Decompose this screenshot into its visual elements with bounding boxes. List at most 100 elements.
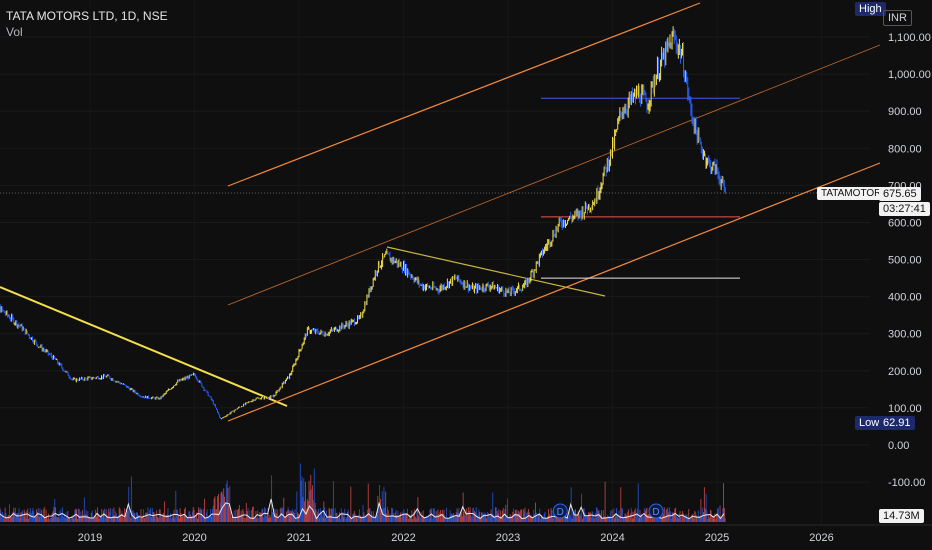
volume-bar (598, 510, 600, 522)
volume-bar (122, 513, 124, 522)
volume-bar (114, 515, 116, 522)
volume-bar (419, 513, 421, 522)
volume-bar (9, 515, 11, 522)
volume-bar (638, 517, 640, 522)
currency-label[interactable]: INR (883, 10, 912, 26)
volume-bar (478, 509, 480, 522)
volume-bar (251, 507, 253, 522)
volume-bar (156, 510, 158, 522)
volume-bar (199, 507, 201, 522)
price-tick-label: 0.00 (888, 440, 909, 452)
volume-bar (603, 516, 605, 522)
time-axis[interactable]: 2019 2020 2021 2022 2023 2024 2025 2026 (0, 524, 932, 544)
volume-bar (705, 493, 707, 522)
volume-bar (90, 517, 91, 522)
volume-bar (648, 513, 650, 522)
channel-upper[interactable] (227, 2, 701, 187)
volume-bar (652, 514, 654, 522)
volume-bar (295, 518, 297, 522)
volume-bar (215, 509, 217, 522)
downtrend-line[interactable] (0, 286, 288, 407)
volume-bar (126, 509, 128, 522)
volume-bar (93, 517, 95, 522)
volume-bar (602, 509, 604, 522)
volume-bar (643, 507, 645, 522)
volume-bar (18, 508, 20, 522)
volume-bar (669, 511, 671, 522)
volume-bar (118, 507, 120, 522)
volume-bar (22, 510, 23, 522)
volume-bar (680, 517, 682, 522)
volume-bar (546, 518, 548, 522)
time-tick-label: 2023 (496, 532, 520, 544)
volume-bar (420, 517, 421, 522)
volume-bar (256, 518, 258, 522)
volume-bar (247, 508, 249, 522)
volume-bar (74, 510, 76, 522)
volume-bar (220, 492, 222, 522)
volume-bar (720, 518, 722, 522)
volume-bar (339, 518, 341, 522)
volume-bar (440, 510, 441, 522)
volume-indicator-label[interactable]: Vol (6, 25, 23, 39)
volume-bar (587, 515, 589, 522)
volume-bar (552, 518, 554, 522)
volume-bar (651, 514, 653, 522)
volume-bar (47, 518, 49, 522)
volume-bar (104, 517, 106, 522)
volume-bar (696, 515, 697, 522)
volume-bar (2, 514, 4, 522)
volume-bar (549, 515, 551, 522)
volume-bar (43, 507, 45, 522)
volume-bar (351, 518, 353, 522)
volume-bar (724, 518, 726, 522)
volume-bar (184, 509, 185, 522)
volume-bar (524, 507, 526, 522)
volume-bar (40, 514, 42, 522)
volume-bar (500, 510, 502, 522)
channel-middle[interactable] (227, 44, 881, 306)
volume-bar (621, 507, 623, 522)
volume-bar (342, 512, 344, 522)
volume-bar (359, 515, 361, 522)
volume-bar (518, 511, 520, 522)
dividend-marker[interactable] (552, 503, 568, 519)
volume-bar (539, 508, 541, 522)
volume-bar (406, 513, 408, 522)
volume-bar (21, 511, 23, 522)
volume-bar (595, 512, 596, 522)
volume-bar (479, 511, 481, 522)
volume-bar (683, 513, 684, 522)
dividend-marker[interactable] (648, 503, 664, 519)
volume-bar (362, 504, 364, 522)
volume-bar (222, 494, 224, 522)
volume-bar (258, 517, 259, 522)
volume-bar (227, 487, 229, 522)
volume-bar (170, 513, 172, 522)
volume-bar (327, 516, 329, 522)
volume-bar (412, 518, 414, 522)
volume-bar (594, 518, 596, 522)
volume-bar (193, 509, 195, 522)
volume-bar (67, 510, 69, 522)
volume-bar (308, 480, 310, 522)
volume-bar (661, 517, 663, 522)
resistance-trendline[interactable] (386, 246, 606, 297)
volume-bar (415, 518, 417, 522)
volume-bar (354, 513, 356, 522)
volume-bar (35, 516, 37, 522)
volume-bar (530, 515, 532, 522)
price-axis[interactable]: 1,100.001,000.00900.00800.00700.00600.00… (888, 32, 931, 489)
volume-bar (534, 513, 536, 522)
channel-lower[interactable] (227, 162, 881, 422)
volume-bar (164, 501, 165, 522)
volume-bar (85, 510, 87, 522)
volume-bar (22, 515, 24, 522)
volume-bar (182, 515, 184, 522)
volume-bar (540, 518, 542, 522)
volume-bar (636, 508, 638, 522)
volume-bar (294, 509, 296, 522)
volume-bar (572, 510, 574, 522)
